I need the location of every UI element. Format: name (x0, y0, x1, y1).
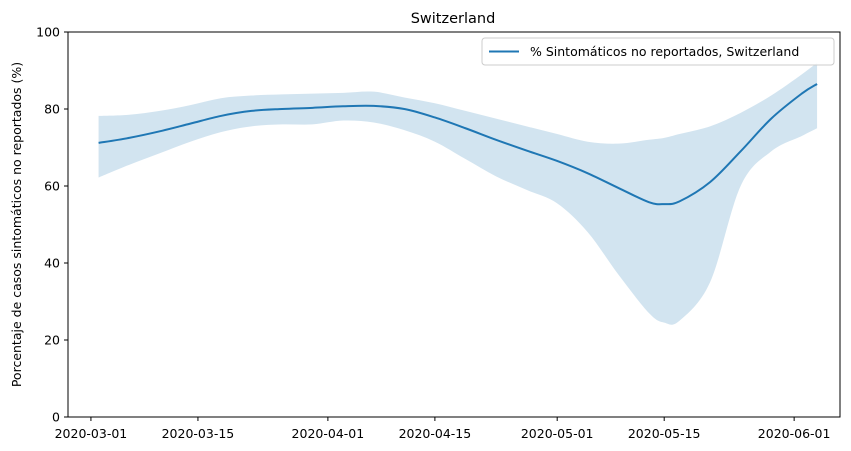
y-axis-label: Porcentaje de casos sintomáticos no repo… (9, 62, 24, 387)
y-tick-label: 100 (36, 25, 60, 40)
x-tick-label: 2020-04-01 (292, 426, 365, 441)
axes-frame (67, 31, 841, 418)
legend: % Sintomáticos no reportados, Switzerlan… (481, 37, 835, 66)
y-tick-label: 20 (44, 333, 60, 348)
confidence-band (98, 62, 818, 325)
y-axis: 0 20 40 60 80 100 (36, 25, 68, 425)
plot-area (98, 62, 818, 325)
x-tick-label: 2020-06-01 (758, 426, 831, 441)
x-tick-label: 2020-05-01 (521, 426, 594, 441)
x-tick-label: 2020-03-15 (162, 426, 235, 441)
y-tick-label: 40 (44, 256, 60, 271)
x-tick-label: 2020-05-15 (628, 426, 701, 441)
series-line (98, 83, 818, 206)
x-tick-label: 2020-03-01 (55, 426, 128, 441)
y-tick-label: 60 (44, 179, 60, 194)
legend-box (481, 37, 835, 66)
x-axis: 2020-03-01 2020-03-15 2020-04-01 2020-04-15… (55, 417, 831, 441)
x-tick-label: 2020-04-15 (399, 426, 472, 441)
chart-title: Switzerland (411, 11, 496, 27)
y-tick-label: 0 (52, 410, 60, 425)
y-tick-label: 80 (44, 102, 60, 117)
legend-entry-label: % Sintomáticos no reportados, Switzerlan… (530, 44, 799, 59)
